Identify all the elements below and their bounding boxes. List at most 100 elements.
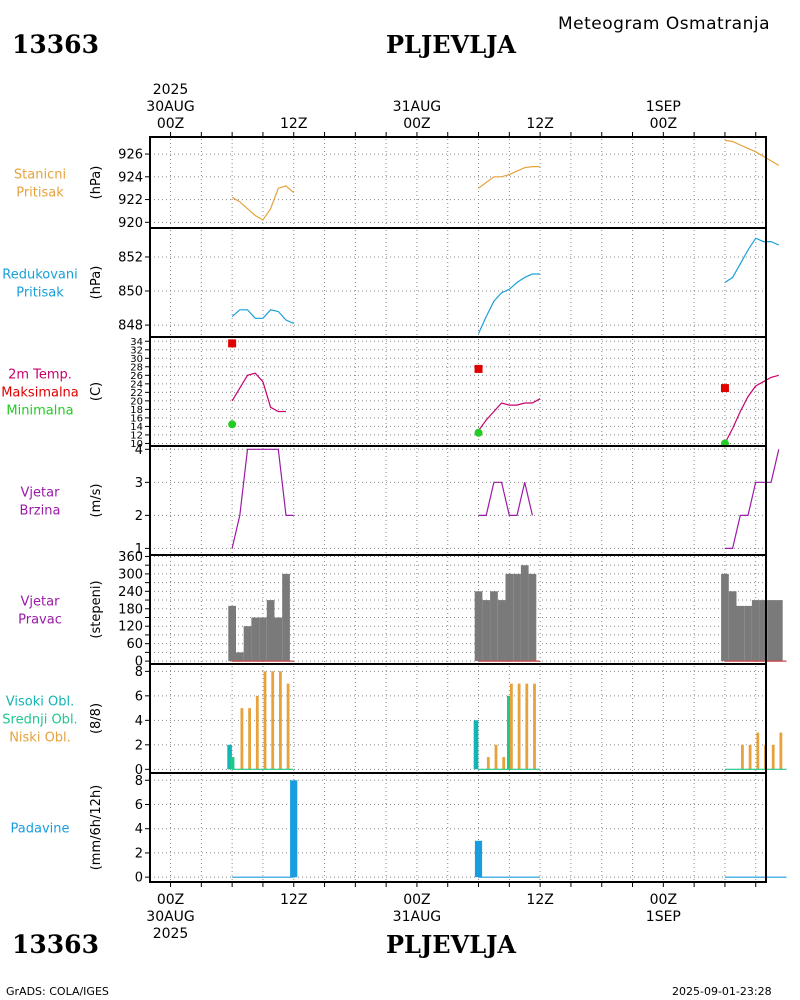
bar <box>779 732 783 770</box>
bar <box>736 605 745 662</box>
date-label-bottom: 2025 <box>153 926 189 942</box>
y-tick-label: 12 <box>130 430 143 441</box>
bar <box>263 671 267 770</box>
y-axis-label: (8/8) <box>89 703 104 734</box>
y-tick-label: 14 <box>130 422 143 433</box>
panel-label: Maksimalna <box>1 386 79 401</box>
y-tick-label: 26 <box>130 371 143 382</box>
y-tick-label: 4 <box>135 714 143 729</box>
bar <box>259 617 267 662</box>
panel-label: Stanicni <box>14 168 66 183</box>
y-tick-label: 4 <box>135 443 143 458</box>
y-axis-label: (mm/6h/12h) <box>89 785 104 871</box>
bar <box>528 573 537 662</box>
max-temp-marker <box>720 384 729 393</box>
y-tick-label: 10 <box>130 439 143 450</box>
y-tick-label: 920 <box>118 216 143 231</box>
y-tick-label: 1 <box>135 542 143 557</box>
y-tick-label: 848 <box>118 319 143 334</box>
date-label-top: 2025 <box>153 82 189 98</box>
bar <box>767 600 775 662</box>
y-tick-label: 926 <box>118 148 143 163</box>
bar <box>255 695 259 770</box>
panel-label: Minimalna <box>6 404 73 419</box>
y-tick-label: 360 <box>118 550 143 565</box>
bar <box>474 840 483 878</box>
grads-credit: GrADS: COLA/IGES <box>6 985 109 998</box>
y-tick-label: 6 <box>135 798 143 813</box>
date-label-top: 30AUG <box>146 99 195 115</box>
y-axis-label: (hPa) <box>89 266 104 300</box>
panel-label: Vjetar <box>21 595 61 610</box>
bar <box>251 617 260 662</box>
y-tick-label: 2 <box>135 846 143 861</box>
series-line <box>724 139 780 166</box>
bar <box>266 600 275 662</box>
y-axis-label: (hPa) <box>89 166 104 200</box>
y-tick-label: 0 <box>135 655 143 670</box>
bar <box>474 591 483 662</box>
bar <box>759 600 768 662</box>
date-label-bottom: 1SEP <box>646 909 681 925</box>
station-name-top: PLJEVLJA <box>386 30 517 59</box>
bar <box>533 683 536 770</box>
series-line <box>477 273 541 334</box>
bar <box>775 600 783 662</box>
series-line <box>724 449 780 550</box>
bar <box>290 780 298 878</box>
bar <box>236 652 244 662</box>
bar <box>227 744 232 770</box>
y-axis-label: (stepeni) <box>89 580 104 638</box>
date-label-bottom: 31AUG <box>393 909 442 925</box>
series-line <box>231 448 294 549</box>
y-tick-label: 6 <box>135 689 143 704</box>
max-temp-marker <box>474 364 483 373</box>
bar <box>721 573 729 662</box>
x-tick-label-top: 12Z <box>526 116 553 132</box>
bar <box>756 732 760 770</box>
bar <box>502 757 506 770</box>
bar <box>505 573 514 662</box>
y-tick-label: 852 <box>118 250 143 265</box>
bar <box>229 757 235 770</box>
series-line <box>231 185 295 221</box>
y-tick-label: 18 <box>130 405 143 416</box>
bar <box>248 708 251 770</box>
bar <box>482 600 491 662</box>
panel-label: Niski Obl. <box>9 731 71 746</box>
y-tick-label: 2 <box>135 509 143 524</box>
bar <box>486 757 490 770</box>
panel-label: Pravac <box>18 613 62 628</box>
date-label-bottom: 30AUG <box>146 909 195 925</box>
station-id-bottom: 13363 <box>12 930 99 959</box>
panel-frame <box>149 772 767 883</box>
bar <box>744 605 752 662</box>
y-tick-label: 300 <box>118 567 143 582</box>
x-tick-label-bottom: 00Z <box>157 892 184 908</box>
bar <box>741 744 744 770</box>
date-label-top: 1SEP <box>646 99 681 115</box>
bar <box>240 708 244 770</box>
panel-label: Visoki Obl. <box>6 695 74 710</box>
bar <box>751 600 760 662</box>
series-line <box>724 237 780 284</box>
x-tick-label-bottom: 00Z <box>403 892 430 908</box>
y-tick-label: 28 <box>130 362 143 373</box>
series-line <box>724 374 779 444</box>
bar <box>497 600 506 662</box>
panel-label: Pritisak <box>16 286 64 301</box>
min-temp-marker <box>228 420 237 429</box>
footer-timestamp: 2025-09-01-23:28 <box>672 985 772 998</box>
bar <box>279 671 282 770</box>
bar <box>494 744 498 770</box>
x-tick-label-top: 12Z <box>280 116 307 132</box>
y-tick-label: 22 <box>130 388 143 399</box>
x-tick-label-bottom: 12Z <box>526 892 553 908</box>
bar <box>520 565 529 662</box>
bar <box>473 720 479 770</box>
bar <box>507 695 512 770</box>
y-tick-label: 4 <box>135 822 143 837</box>
bar <box>728 591 737 662</box>
